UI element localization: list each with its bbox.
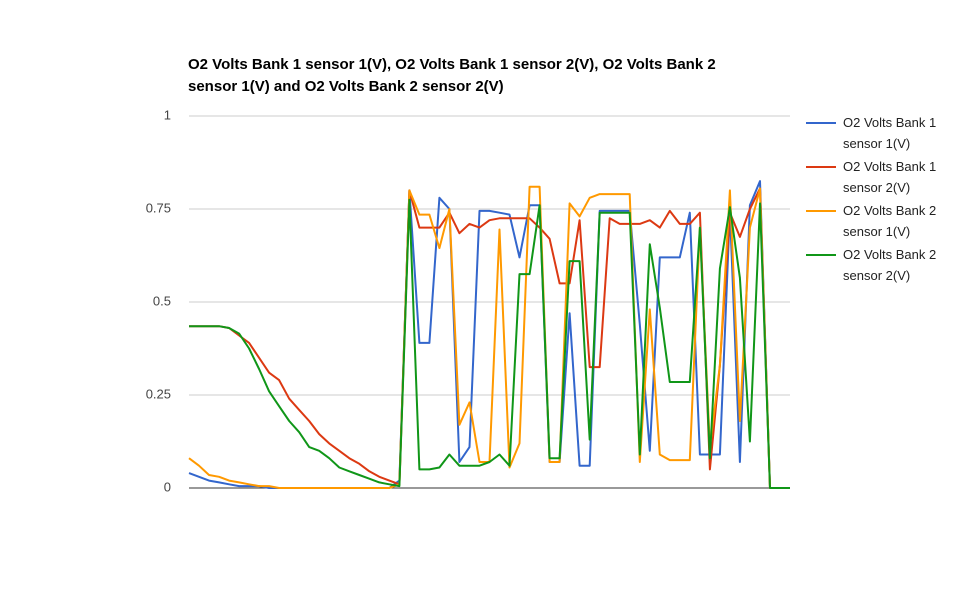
legend-label: O2 Volts Bank 1 sensor 2(V) xyxy=(843,159,937,195)
y-tick-label: 0.5 xyxy=(153,293,171,308)
legend-label: O2 Volts Bank 2 sensor 2(V) xyxy=(843,247,937,283)
legend-label: O2 Volts Bank 1 sensor 1(V) xyxy=(843,115,937,151)
y-tick-label: 0.25 xyxy=(146,386,171,401)
y-tick-label: 0.75 xyxy=(146,200,171,215)
legend-label: O2 Volts Bank 2 sensor 1(V) xyxy=(843,203,937,239)
chart-title: O2 Volts Bank 1 sensor 1(V), O2 Volts Ba… xyxy=(188,56,716,95)
series-line xyxy=(189,187,790,489)
series-line xyxy=(189,198,790,489)
y-tick-label: 1 xyxy=(164,107,171,122)
y-tick-label: 0 xyxy=(164,479,171,494)
